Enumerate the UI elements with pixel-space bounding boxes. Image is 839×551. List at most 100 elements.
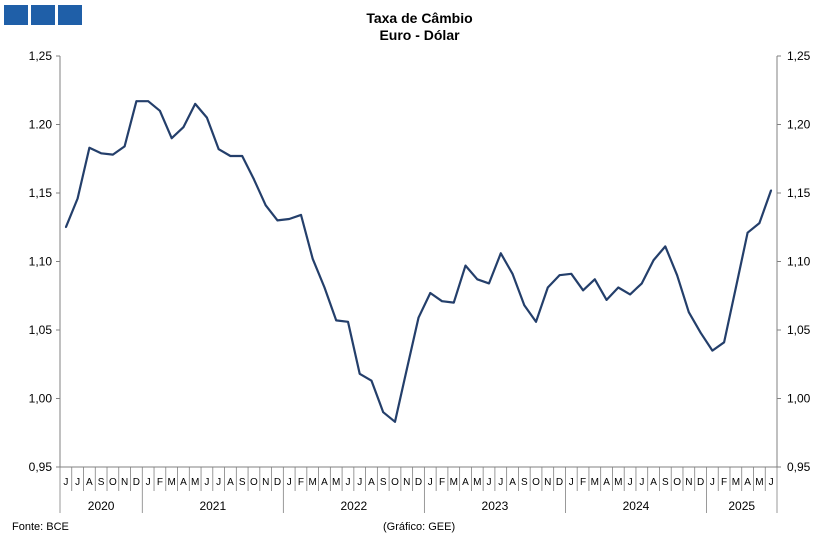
x-year-label: 2022 <box>341 499 368 513</box>
data-point <box>629 293 631 296</box>
data-point <box>370 379 373 382</box>
data-point <box>476 278 479 281</box>
chart-title: Taxa de Câmbio <box>366 10 473 26</box>
data-point <box>429 292 432 294</box>
data-point <box>488 282 490 285</box>
x-month-label: S <box>662 477 669 488</box>
data-point <box>441 300 443 303</box>
x-month-label: J <box>428 477 433 488</box>
data-point <box>241 155 244 157</box>
x-month-label: M <box>473 477 481 488</box>
data-point <box>676 274 678 277</box>
data-point <box>687 311 690 314</box>
data-point <box>253 178 255 181</box>
data-point <box>593 278 596 281</box>
y-tick-label-right: 0,95 <box>787 460 811 474</box>
data-point <box>335 319 338 322</box>
data-point <box>276 219 279 222</box>
data-point <box>711 349 714 352</box>
y-tick-label-right: 1,20 <box>787 118 811 132</box>
data-point <box>723 341 726 344</box>
logo-block <box>58 5 82 25</box>
x-month-label: A <box>603 477 610 488</box>
x-month-label: A <box>180 477 187 488</box>
data-point <box>511 272 514 275</box>
data-point <box>382 411 385 414</box>
y-tick-label-left: 1,25 <box>29 49 53 63</box>
data-point <box>405 368 408 371</box>
x-month-label: S <box>521 477 528 488</box>
y-tick-label-right: 1,00 <box>787 392 811 406</box>
data-point <box>746 231 749 234</box>
y-tick-label-left: 1,05 <box>29 323 53 337</box>
x-year-label: 2021 <box>199 499 226 513</box>
y-tick-label-left: 1.20 <box>29 118 53 132</box>
y-tick-label-left: 0,95 <box>29 460 53 474</box>
x-month-label: S <box>98 477 105 488</box>
series-line <box>64 100 773 423</box>
x-month-label: M <box>309 477 317 488</box>
x-month-label: M <box>755 477 763 488</box>
x-month-label: F <box>157 477 163 488</box>
logo-block <box>31 5 55 25</box>
x-month-label: J <box>569 477 574 488</box>
x-year-label: 2024 <box>623 499 650 513</box>
data-point <box>100 152 103 155</box>
x-month-label: F <box>721 477 727 488</box>
x-month-label: A <box>462 477 469 488</box>
x-month-label: M <box>614 477 622 488</box>
data-point <box>217 148 220 151</box>
data-point <box>394 420 396 423</box>
data-point <box>159 109 161 112</box>
x-month-label: J <box>204 477 209 488</box>
data-point <box>347 320 349 323</box>
x-month-label: O <box>391 477 399 488</box>
data-point <box>182 126 185 129</box>
x-month-label: N <box>121 477 128 488</box>
x-month-label: J <box>146 477 151 488</box>
x-month-label: J <box>628 477 633 488</box>
x-month-label: O <box>250 477 258 488</box>
x-month-label: J <box>498 477 503 488</box>
data-point <box>499 252 502 255</box>
credit-note: (Gráfico: GEE) <box>383 521 456 533</box>
x-month-label: N <box>685 477 692 488</box>
x-year-label: 2020 <box>88 499 115 513</box>
logo-block <box>4 5 28 25</box>
y-tick-label-left: 1,10 <box>29 255 53 269</box>
data-point <box>464 264 467 267</box>
x-month-label: M <box>450 477 458 488</box>
chart-subtitle: Euro - Dólar <box>379 27 460 43</box>
data-point <box>64 226 67 229</box>
data-point <box>734 286 737 289</box>
x-month-label: J <box>216 477 221 488</box>
data-point <box>664 245 667 248</box>
data-point <box>311 257 314 260</box>
data-point <box>582 289 584 292</box>
data-point <box>76 197 79 200</box>
data-point <box>135 100 138 103</box>
x-month-label: J <box>63 477 68 488</box>
x-month-label: M <box>332 477 340 488</box>
x-month-label: N <box>262 477 269 488</box>
x-month-label: N <box>544 477 551 488</box>
y-tick-label-right: 1,25 <box>787 49 811 63</box>
y-tick-label-left: 1,00 <box>29 392 53 406</box>
x-month-label: M <box>191 477 199 488</box>
data-point <box>170 137 173 140</box>
data-point <box>194 103 197 105</box>
data-point <box>417 316 420 319</box>
data-point <box>617 286 620 289</box>
x-month-label: M <box>167 477 175 488</box>
y-tick-label-right: 1,15 <box>787 186 811 200</box>
x-month-label: J <box>75 477 80 488</box>
data-point <box>699 331 702 334</box>
data-point <box>558 274 561 277</box>
brand-logo <box>4 5 82 25</box>
x-month-label: J <box>769 477 774 488</box>
x-month-label: A <box>650 477 657 488</box>
x-month-label: A <box>509 477 516 488</box>
data-point <box>535 320 537 323</box>
x-year-label: 2023 <box>482 499 509 513</box>
